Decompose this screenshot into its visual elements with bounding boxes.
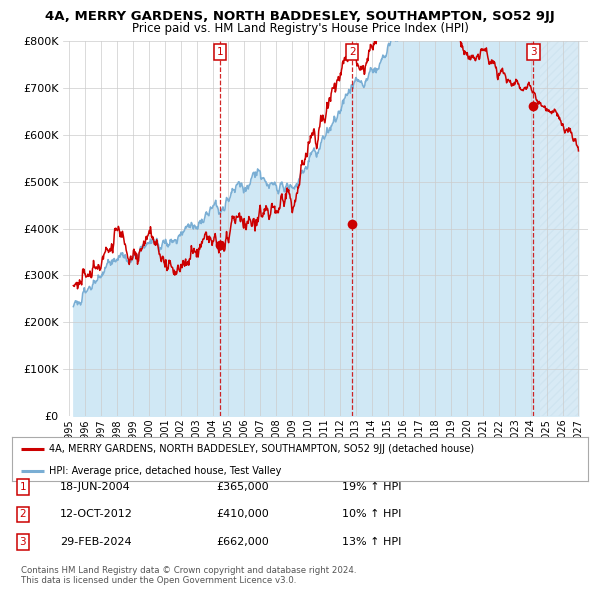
Text: 10% ↑ HPI: 10% ↑ HPI — [342, 510, 401, 519]
Text: 1: 1 — [217, 47, 223, 57]
Text: Price paid vs. HM Land Registry's House Price Index (HPI): Price paid vs. HM Land Registry's House … — [131, 22, 469, 35]
Text: 1: 1 — [19, 482, 26, 491]
Text: 4A, MERRY GARDENS, NORTH BADDESLEY, SOUTHAMPTON, SO52 9JJ: 4A, MERRY GARDENS, NORTH BADDESLEY, SOUT… — [45, 10, 555, 23]
Text: 2: 2 — [349, 47, 356, 57]
Text: Contains HM Land Registry data © Crown copyright and database right 2024.: Contains HM Land Registry data © Crown c… — [21, 566, 356, 575]
Text: 3: 3 — [19, 537, 26, 547]
Text: This data is licensed under the Open Government Licence v3.0.: This data is licensed under the Open Gov… — [21, 576, 296, 585]
Text: 3: 3 — [530, 47, 536, 57]
Text: £662,000: £662,000 — [216, 537, 269, 547]
Text: 29-FEB-2024: 29-FEB-2024 — [60, 537, 131, 547]
Text: 4A, MERRY GARDENS, NORTH BADDESLEY, SOUTHAMPTON, SO52 9JJ (detached house): 4A, MERRY GARDENS, NORTH BADDESLEY, SOUT… — [49, 444, 475, 454]
Text: 19% ↑ HPI: 19% ↑ HPI — [342, 482, 401, 491]
Text: 13% ↑ HPI: 13% ↑ HPI — [342, 537, 401, 547]
Text: 2: 2 — [19, 510, 26, 519]
Text: 12-OCT-2012: 12-OCT-2012 — [60, 510, 133, 519]
Text: HPI: Average price, detached house, Test Valley: HPI: Average price, detached house, Test… — [49, 466, 282, 476]
Text: £410,000: £410,000 — [216, 510, 269, 519]
Text: £365,000: £365,000 — [216, 482, 269, 491]
Text: 18-JUN-2004: 18-JUN-2004 — [60, 482, 131, 491]
